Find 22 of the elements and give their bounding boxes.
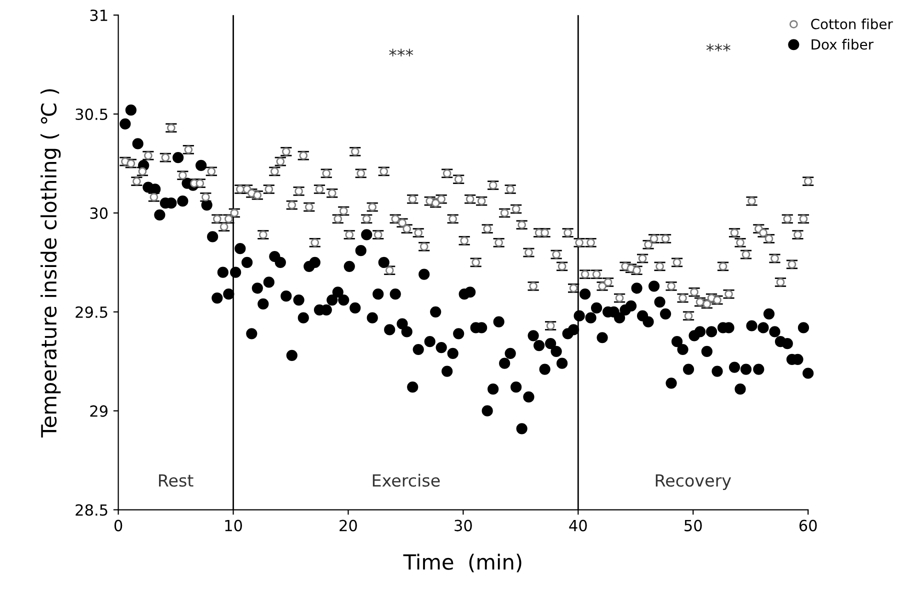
annotation: Recovery: [656, 474, 732, 490]
x-tick-label: 0: [114, 520, 122, 532]
x-tick-label: 10: [225, 520, 242, 532]
annotation: Exercise: [372, 474, 440, 487]
annotation: ***: [706, 44, 730, 52]
y-tick-label: 28.5: [76, 504, 108, 516]
x-tick-label: 40: [569, 520, 587, 532]
legend-label: Dox fiber: [812, 38, 874, 50]
x-tick-label: 20: [340, 520, 357, 532]
y-tick-label: 31: [90, 10, 108, 22]
y-tick-label: 29: [90, 405, 108, 417]
x-axis-title: Time (min): [403, 554, 522, 572]
annotation: Rest: [159, 474, 194, 487]
y-tick-label: 30.5: [76, 108, 108, 120]
y-tick-label: 30: [90, 207, 108, 219]
x-tick-label: 60: [799, 520, 817, 532]
legend-label: Cotton fiber: [811, 18, 893, 30]
x-tick-label: 30: [454, 520, 472, 532]
y-tick-label: 29.5: [76, 306, 108, 318]
x-tick-label: 50: [684, 520, 702, 532]
annotation: ***: [389, 48, 414, 56]
y-axis-title: Temperature inside clothing ( ℃ ): [40, 89, 61, 438]
